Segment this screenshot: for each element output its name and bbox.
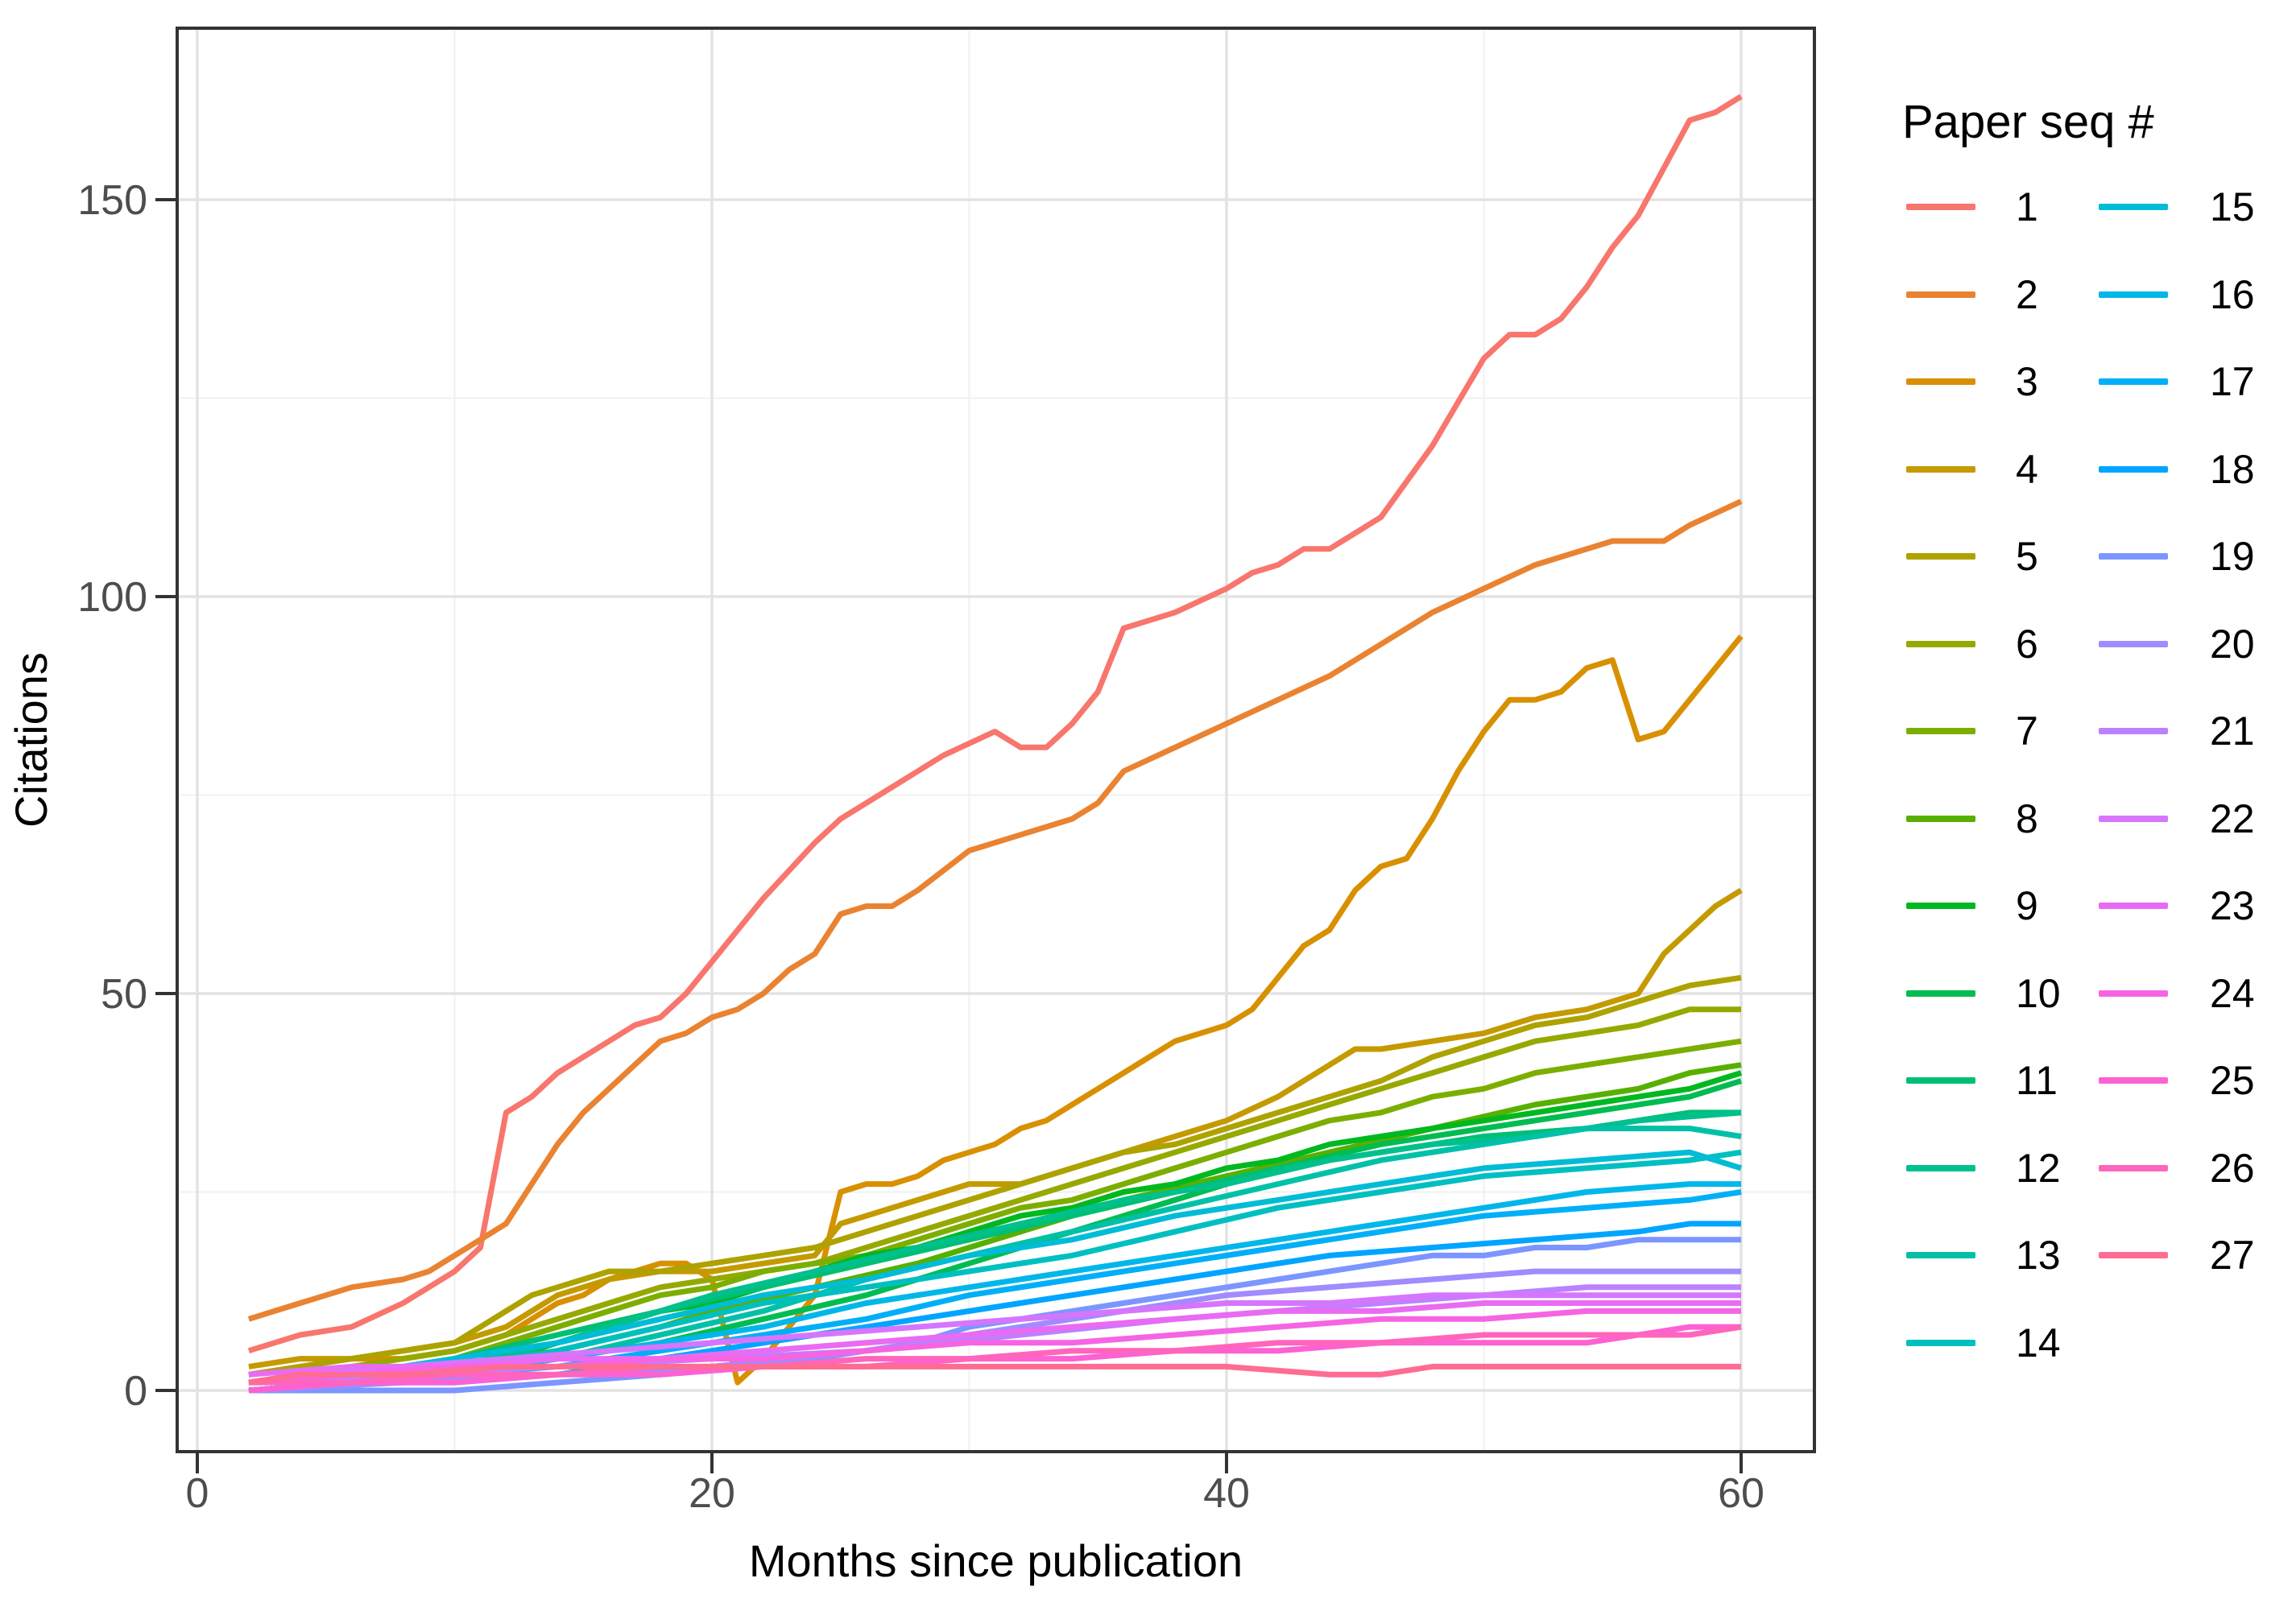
x-axis-tick-label: 20	[689, 1470, 735, 1517]
y-axis-tick-label: 0	[124, 1368, 147, 1415]
x-axis-tick-label: 0	[186, 1470, 209, 1517]
x-axis-tick-label: 40	[1203, 1470, 1250, 1517]
y-axis-tick-label: 50	[101, 971, 147, 1018]
series-line-11	[248, 1109, 1741, 1386]
x-axis-title: Months since publication	[749, 1535, 1243, 1586]
series-line-22	[248, 1292, 1741, 1386]
y-axis-tick-label: 100	[77, 574, 147, 621]
panel-border	[176, 27, 1816, 1453]
series-line-2	[247, 498, 1743, 1322]
series-line-6	[248, 1006, 1741, 1386]
series-line-15	[248, 1149, 1743, 1386]
series-line-27	[248, 1363, 1741, 1386]
x-axis-tick-label: 60	[1718, 1470, 1764, 1517]
series-line-5	[248, 974, 1742, 1378]
y-axis-title: Citations	[6, 652, 56, 828]
y-axis-tick-label: 150	[77, 177, 147, 224]
series-line-23	[248, 1300, 1741, 1378]
series-line-1	[247, 93, 1743, 1354]
series-line-26	[248, 1324, 1742, 1386]
series-line-7	[248, 1038, 1742, 1386]
